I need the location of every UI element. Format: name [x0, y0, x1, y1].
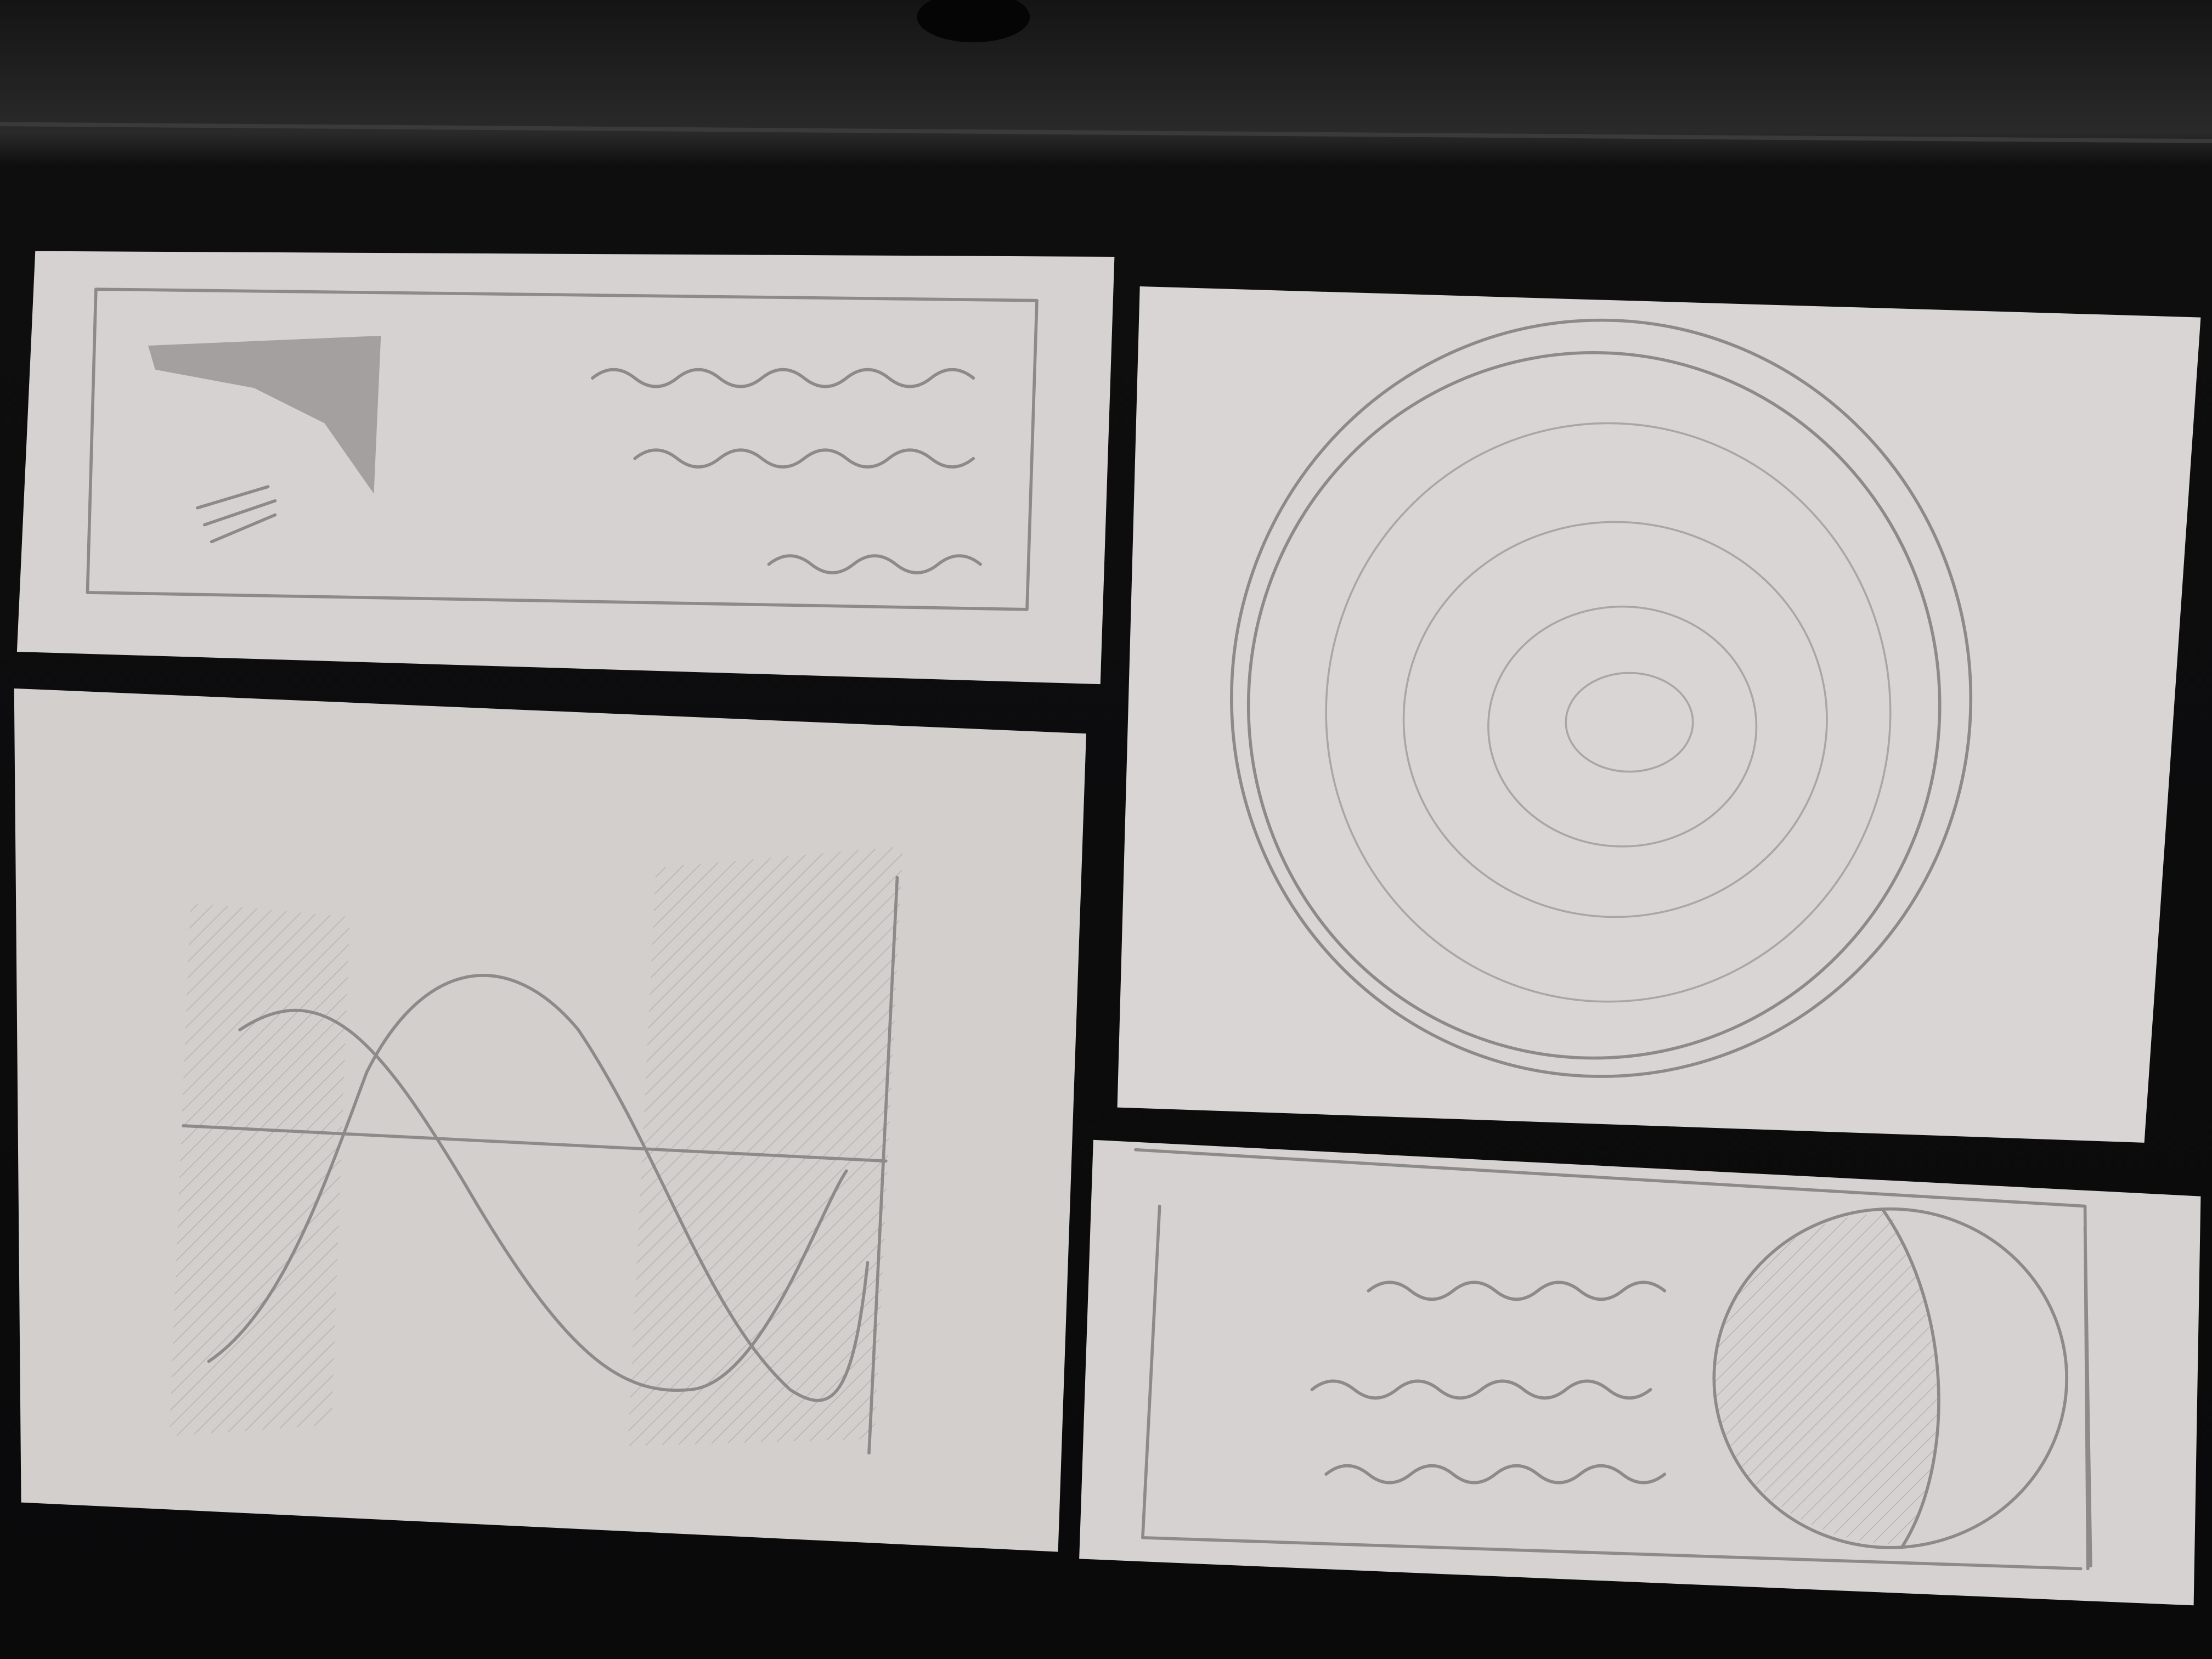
shaded-region [169, 902, 350, 1436]
handwriting [1324, 1464, 1667, 1485]
handwriting [1367, 1280, 1667, 1301]
scribble-shade [148, 336, 381, 494]
wave-curve [238, 1008, 848, 1392]
circle [1230, 318, 1973, 1078]
note-top-left [16, 251, 1115, 685]
spiral [1565, 672, 1694, 773]
scribble-marks [196, 485, 277, 544]
note-bottom-right [1079, 1139, 2201, 1606]
note-right [1117, 286, 2201, 1143]
shaded-half [1714, 1213, 1937, 1545]
sphere-meridian [1882, 1209, 1940, 1549]
spiral [1487, 605, 1758, 848]
spiral [1402, 521, 1828, 918]
circle [1246, 351, 1942, 1060]
wave-curve [207, 974, 870, 1402]
note-bottom-left [14, 688, 1087, 1552]
shelf-edge [0, 122, 2212, 143]
screw-hole [917, 0, 1030, 43]
paper [1117, 286, 2201, 1143]
frame [86, 287, 1039, 611]
handwriting [633, 448, 975, 469]
handwriting [1310, 1379, 1652, 1400]
vertical-axis [867, 876, 899, 1455]
spiral [1325, 422, 1892, 1003]
horizontal-axis [182, 1124, 888, 1163]
handwriting [767, 554, 982, 574]
paper [1079, 1139, 2201, 1606]
frame [1134, 1148, 2092, 1571]
shaded-region [628, 846, 903, 1446]
sphere [1712, 1207, 2068, 1549]
handwriting [591, 368, 975, 388]
